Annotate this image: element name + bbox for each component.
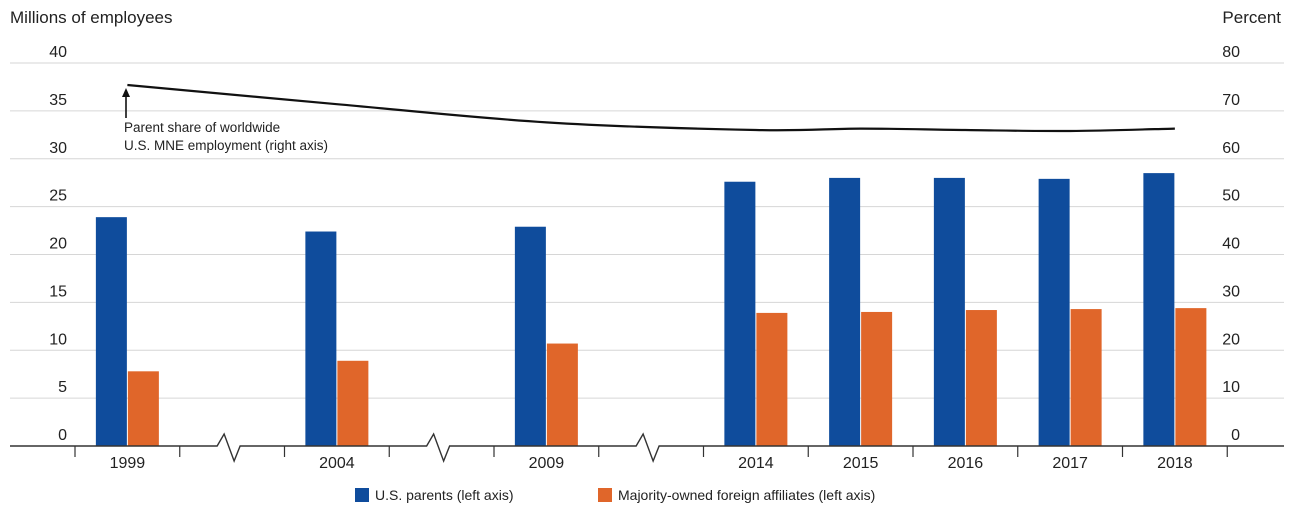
left-tick-label: 40 bbox=[49, 44, 67, 61]
right-tick-label: 60 bbox=[1222, 140, 1240, 157]
right-tick-label: 0 bbox=[1231, 427, 1240, 444]
right-tick-label: 20 bbox=[1222, 331, 1240, 348]
legend-swatch-us-parents bbox=[355, 488, 369, 502]
axes: 0 5 10 15 20 25 30 35 40 0 10 20 30 40 50 60 70 80 1999 200… bbox=[10, 44, 1284, 472]
right-tick-label: 80 bbox=[1222, 44, 1240, 61]
bar-us-parents bbox=[514, 226, 546, 446]
x-tick-label: 2018 bbox=[1157, 455, 1193, 472]
bar-foreign-affiliates bbox=[1175, 308, 1207, 446]
annotation-line2: U.S. MNE employment (right axis) bbox=[124, 138, 328, 153]
bar-foreign-affiliates bbox=[546, 343, 578, 446]
line-series bbox=[127, 83, 1175, 133]
right-tick-label: 50 bbox=[1222, 188, 1240, 205]
right-axis-title: Percent bbox=[1222, 8, 1281, 27]
annotation-arrow-head bbox=[122, 88, 130, 97]
left-tick-label: 20 bbox=[49, 236, 67, 253]
left-tick-label: 35 bbox=[49, 92, 67, 109]
x-tick-label: 2017 bbox=[1052, 455, 1088, 472]
legend-label-foreign-affiliates: Majority-owned foreign affiliates (left … bbox=[618, 487, 875, 503]
right-tick-label: 10 bbox=[1222, 379, 1240, 396]
bar-us-parents bbox=[829, 177, 861, 446]
left-tick-label: 0 bbox=[58, 427, 67, 444]
x-tick-label: 2016 bbox=[948, 455, 984, 472]
annotation-line1: Parent share of worldwide bbox=[124, 120, 280, 135]
left-tick-label: 25 bbox=[49, 188, 67, 205]
left-tick-label: 15 bbox=[49, 283, 67, 300]
bar-us-parents bbox=[95, 217, 127, 446]
legend-swatch-foreign-affiliates bbox=[598, 488, 612, 502]
line-parent-share bbox=[127, 83, 1175, 133]
gridlines bbox=[10, 62, 1284, 399]
x-tick-label: 1999 bbox=[110, 455, 146, 472]
x-tick-label: 2004 bbox=[319, 455, 355, 472]
bar-us-parents bbox=[1143, 173, 1175, 447]
bar-series bbox=[95, 173, 1207, 447]
right-tick-label: 70 bbox=[1222, 92, 1240, 109]
bar-us-parents bbox=[933, 177, 965, 446]
bar-foreign-affiliates bbox=[861, 311, 893, 446]
bar-foreign-affiliates bbox=[127, 371, 159, 446]
right-tick-label: 40 bbox=[1222, 236, 1240, 253]
left-tick-label: 10 bbox=[49, 331, 67, 348]
line-annotation: Parent share of worldwide U.S. MNE emplo… bbox=[122, 88, 328, 153]
bar-us-parents bbox=[724, 181, 756, 447]
x-tick-label: 2014 bbox=[738, 455, 774, 472]
x-axis-baseline bbox=[10, 432, 1284, 463]
x-tick-label: 2009 bbox=[529, 455, 565, 472]
left-tick-label: 5 bbox=[58, 379, 67, 396]
bar-us-parents bbox=[305, 231, 337, 446]
legend-label-us-parents: U.S. parents (left axis) bbox=[375, 487, 514, 503]
bar-us-parents bbox=[1038, 178, 1070, 447]
left-axis-title: Millions of employees bbox=[10, 8, 173, 27]
right-tick-label: 30 bbox=[1222, 283, 1240, 300]
legend: U.S. parents (left axis) Majority-owned … bbox=[355, 487, 875, 503]
bar-foreign-affiliates bbox=[965, 310, 997, 446]
left-tick-label: 30 bbox=[49, 140, 67, 157]
bar-foreign-affiliates bbox=[756, 312, 788, 446]
bar-foreign-affiliates bbox=[1070, 309, 1102, 446]
bar-foreign-affiliates bbox=[337, 360, 369, 446]
x-tick-label: 2015 bbox=[843, 455, 879, 472]
